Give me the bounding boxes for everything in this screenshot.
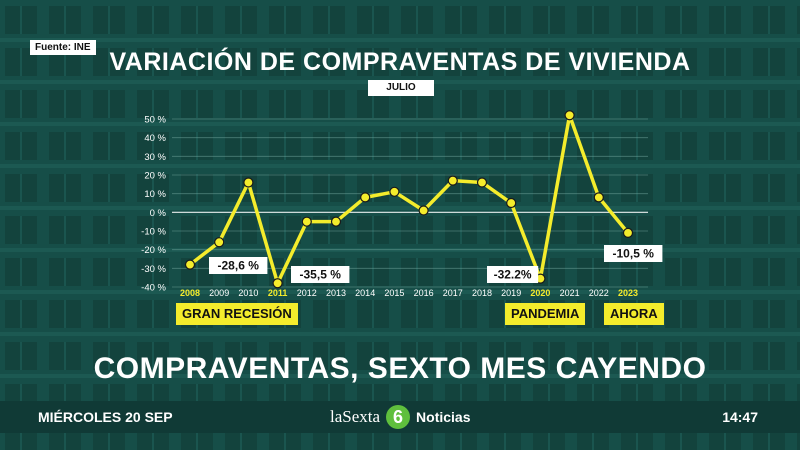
footer-time: 14:47 bbox=[722, 409, 758, 425]
data-point bbox=[564, 110, 575, 121]
x-tick-label: 2019 bbox=[501, 288, 521, 298]
x-tick-label: 2008 bbox=[180, 288, 200, 298]
x-tick-label: 2011 bbox=[268, 288, 288, 298]
annotation-box bbox=[487, 266, 539, 283]
x-tick-label: 2014 bbox=[355, 288, 375, 298]
annotation-box bbox=[291, 266, 350, 283]
chart-title: VARIACIÓN DE COMPRAVENTAS DE VIVIENDA bbox=[109, 48, 691, 76]
data-point bbox=[184, 259, 196, 270]
x-tick-label: 2010 bbox=[238, 288, 258, 298]
data-point bbox=[418, 205, 429, 216]
annotation-label: -28,6 % bbox=[209, 257, 268, 274]
x-tick-label: 2022 bbox=[589, 288, 609, 298]
x-tick-label: 2016 bbox=[414, 288, 434, 298]
y-tick-label: 10 % bbox=[144, 189, 166, 200]
chart-subtitle: JULIO bbox=[368, 80, 434, 96]
source-label: Fuente: INE bbox=[30, 40, 96, 55]
data-point bbox=[506, 197, 517, 209]
x-tick-label: 2020 bbox=[530, 288, 550, 298]
annotation-label: -32.2% bbox=[487, 266, 539, 283]
data-point bbox=[593, 192, 604, 203]
data-point bbox=[330, 216, 342, 227]
brand-news: Noticias bbox=[416, 409, 471, 425]
annotation-text: -35,5 % bbox=[300, 268, 342, 282]
x-tick-label: 2009 bbox=[209, 288, 229, 298]
x-tick-label: 2023 bbox=[618, 288, 638, 298]
annotation-label: -10,5 % bbox=[604, 245, 663, 262]
x-tick-label: 2017 bbox=[443, 288, 463, 298]
y-tick-label: -20 % bbox=[141, 245, 166, 256]
x-tick-label: 2012 bbox=[297, 288, 317, 298]
y-tick-label: -30 % bbox=[141, 264, 166, 275]
x-tick-label: 2015 bbox=[384, 288, 404, 298]
brand-six-icon: 6 bbox=[386, 405, 411, 429]
y-tick-label: -40 % bbox=[141, 283, 166, 294]
y-tick-label: 20 % bbox=[144, 171, 166, 182]
tag-gran-recesion: GRAN RECESIÓN bbox=[176, 303, 298, 325]
data-point bbox=[301, 216, 312, 227]
data-point bbox=[272, 278, 283, 289]
data-point bbox=[389, 186, 400, 197]
annotation-text: -28,6 % bbox=[218, 259, 260, 273]
x-tick-label: 2021 bbox=[560, 288, 580, 298]
brand-logo: laSexta 6 Noticias bbox=[330, 405, 471, 429]
y-tick-label: 30 % bbox=[144, 152, 166, 163]
headline: COMPRAVENTAS, SEXTO MES CAYENDO bbox=[93, 352, 707, 385]
tag-ahora: AHORA bbox=[604, 303, 664, 325]
y-tick-label: -10 % bbox=[141, 227, 166, 238]
annotation-box bbox=[604, 245, 663, 262]
data-point bbox=[243, 177, 254, 188]
tag-pandemia: PANDEMIA bbox=[505, 303, 586, 325]
y-tick-label: 0 % bbox=[150, 208, 167, 219]
x-tick-label: 2013 bbox=[326, 288, 346, 298]
x-tick-label: 2018 bbox=[472, 288, 492, 298]
y-tick-label: 50 % bbox=[144, 115, 166, 126]
brand-name: laSexta bbox=[330, 407, 381, 426]
y-tick-label: 40 % bbox=[144, 133, 166, 144]
data-point bbox=[622, 227, 634, 238]
series-line bbox=[188, 113, 630, 286]
data-point bbox=[476, 177, 488, 188]
annotation-text: -10,5 % bbox=[613, 247, 655, 261]
data-point bbox=[214, 237, 225, 248]
data-point bbox=[360, 192, 371, 203]
annotation-box bbox=[209, 257, 268, 274]
data-point bbox=[447, 175, 458, 186]
footer-date: MIÉRCOLES 20 SEP bbox=[38, 409, 173, 425]
annotation-text: -32.2% bbox=[494, 268, 532, 282]
annotation-label: -35,5 % bbox=[291, 266, 350, 283]
